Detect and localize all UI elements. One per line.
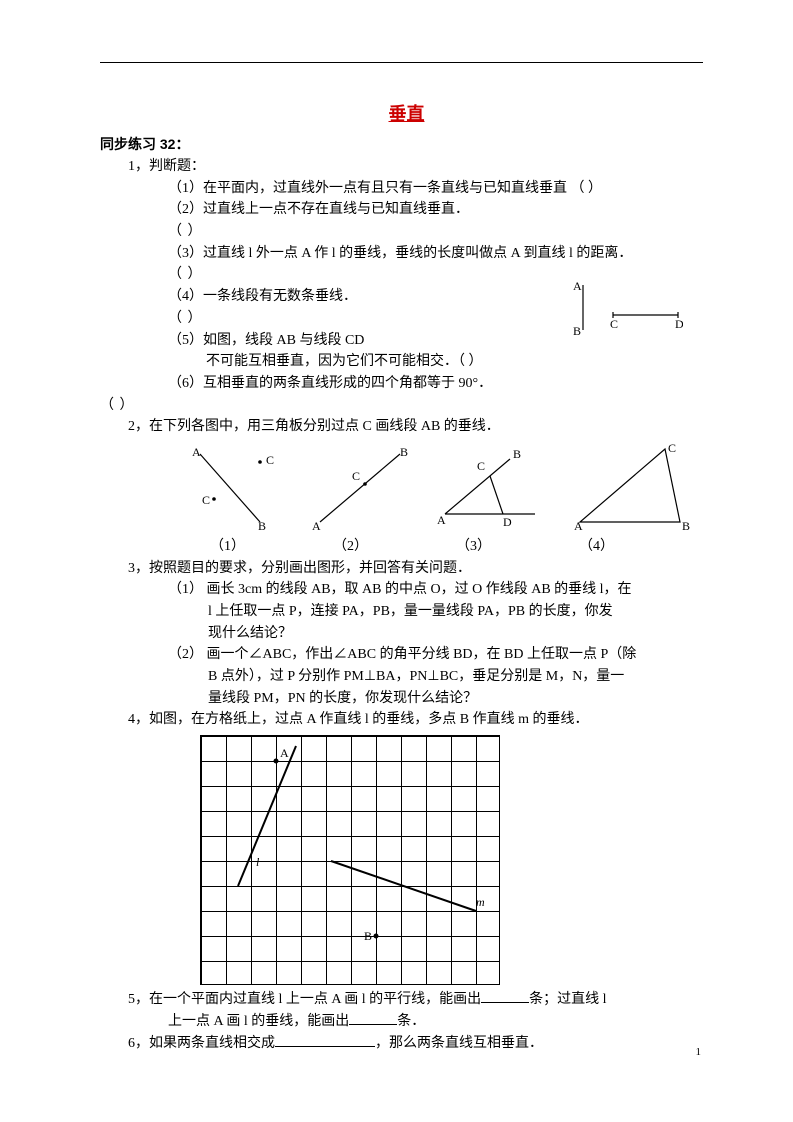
q4-text: 4，如图，在方格纸上，过点 A 作直线 l 的垂线，多点 B 作直线 m 的垂线… xyxy=(128,709,713,731)
p2-label-C: C xyxy=(352,469,360,483)
grid-label-A: A xyxy=(280,746,289,760)
label-A: A xyxy=(573,280,582,293)
p3-label-C: C xyxy=(477,459,485,473)
q1-heading: 1，判断题： xyxy=(128,156,713,178)
p2-label-A: A xyxy=(312,519,321,532)
q3-2c: 量线段 PM，PN 的长度，你发现什么结论？ xyxy=(208,688,713,710)
q2-fig-label-1: （1） xyxy=(210,536,245,558)
label-D: D xyxy=(675,317,683,331)
q6-part-a: 6，如果两条直线相交成 xyxy=(128,1036,275,1051)
p4-label-C: C xyxy=(668,444,676,455)
q5-part-d: 条． xyxy=(397,1014,425,1029)
q1-item-1: （1）在平面内，过直线外一点有且只有一条直线与已知直线垂直 （ ） xyxy=(168,178,713,200)
q5-line1: 5，在一个平面内过直线 l 上一点 A 画 l 的平行线，能画出 条；过直线 l xyxy=(128,989,713,1011)
q1-5-figure: A B C D xyxy=(573,280,683,340)
q2-fig-label-3: （3） xyxy=(456,536,491,558)
q4-grid-figure: A l B m xyxy=(200,735,500,985)
q2-figures: A B C C A B C A xyxy=(180,444,713,534)
p4-label-B: B xyxy=(682,519,690,532)
horizontal-rule xyxy=(100,62,703,63)
label-C: C xyxy=(610,317,618,331)
q3-heading: 3，按照题目的要求，分别画出图形，并回答有关问题． xyxy=(128,558,713,580)
q1-item-6: （6）互相垂直的两条直线形成的四个角都等于 90°． xyxy=(168,373,713,395)
p1-label-C-right: C xyxy=(266,453,274,467)
q5-blank-1 xyxy=(481,989,529,1003)
q1-item-3: （3）过直线 l 外一点 A 作 l 的垂线，垂线的长度叫做点 A 到直线 l … xyxy=(168,243,713,265)
p3-label-B: B xyxy=(513,447,521,461)
q3-2b: B 点外），过 P 分别作 PM⊥BA，PN⊥BC，垂足分别是 M，N，量一 xyxy=(208,666,713,688)
q2-heading: 2，在下列各图中，用三角板分别过点 C 画线段 AB 的垂线． xyxy=(128,416,713,438)
q5-part-a: 5，在一个平面内过直线 l 上一点 A 画 l 的平行线，能画出 xyxy=(128,992,481,1007)
q1-item-6-blank: （ ） xyxy=(100,395,713,417)
q5-part-b: 条；过直线 l xyxy=(529,992,606,1007)
q1-item-5b: 不可能互相垂直，因为它们不可能相交．（ ） xyxy=(206,351,713,373)
grid-label-m: m xyxy=(476,895,485,909)
q5-line2: 上一点 A 画 l 的垂线，能画出 条． xyxy=(168,1011,713,1033)
q3-2a: （2） 画一个∠ABC，作出∠ABC 的角平分线 BD，在 BD 上任取一点 P… xyxy=(168,644,713,666)
page-title: 垂直 xyxy=(100,100,713,126)
q5-part-c: 上一点 A 画 l 的垂线，能画出 xyxy=(168,1014,349,1029)
q6-line: 6，如果两条直线相交成 ，那么两条直线互相垂直． xyxy=(128,1033,713,1055)
p4-label-A: A xyxy=(574,519,583,532)
label-B: B xyxy=(573,324,581,338)
q6-part-b: ，那么两条直线互相垂直． xyxy=(375,1036,543,1051)
exercise-subtitle: 同步练习 32： xyxy=(100,134,713,154)
q2-fig-label-4: （4） xyxy=(579,536,614,558)
q2-fig-label-2: （2） xyxy=(333,536,368,558)
page-number: 1 xyxy=(696,1046,702,1058)
p1-label-B: B xyxy=(258,519,266,532)
p1-label-C-left: C xyxy=(202,493,210,507)
p1-label-A: A xyxy=(192,445,201,459)
q3-1b: l 上任取一点 P，连接 PA，PB，量一量线段 PA，PB 的长度，你发 xyxy=(208,601,713,623)
p2-label-B: B xyxy=(400,445,408,459)
p3-label-D: D xyxy=(503,515,512,529)
q3-1c: 现什么结论？ xyxy=(208,623,713,645)
q1-item-2-blank: （ ） xyxy=(168,221,713,243)
q5-blank-2 xyxy=(349,1011,397,1025)
grid-label-B: B xyxy=(364,929,372,943)
p3-label-A: A xyxy=(437,513,446,527)
q6-blank xyxy=(275,1033,375,1047)
grid-label-l: l xyxy=(256,855,260,869)
q1-item-2: （2）过直线上一点不存在直线与已知直线垂直． xyxy=(168,199,713,221)
q3-1a: （1） 画长 3cm 的线段 AB，取 AB 的中点 O，过 O 作线段 AB … xyxy=(168,579,713,601)
